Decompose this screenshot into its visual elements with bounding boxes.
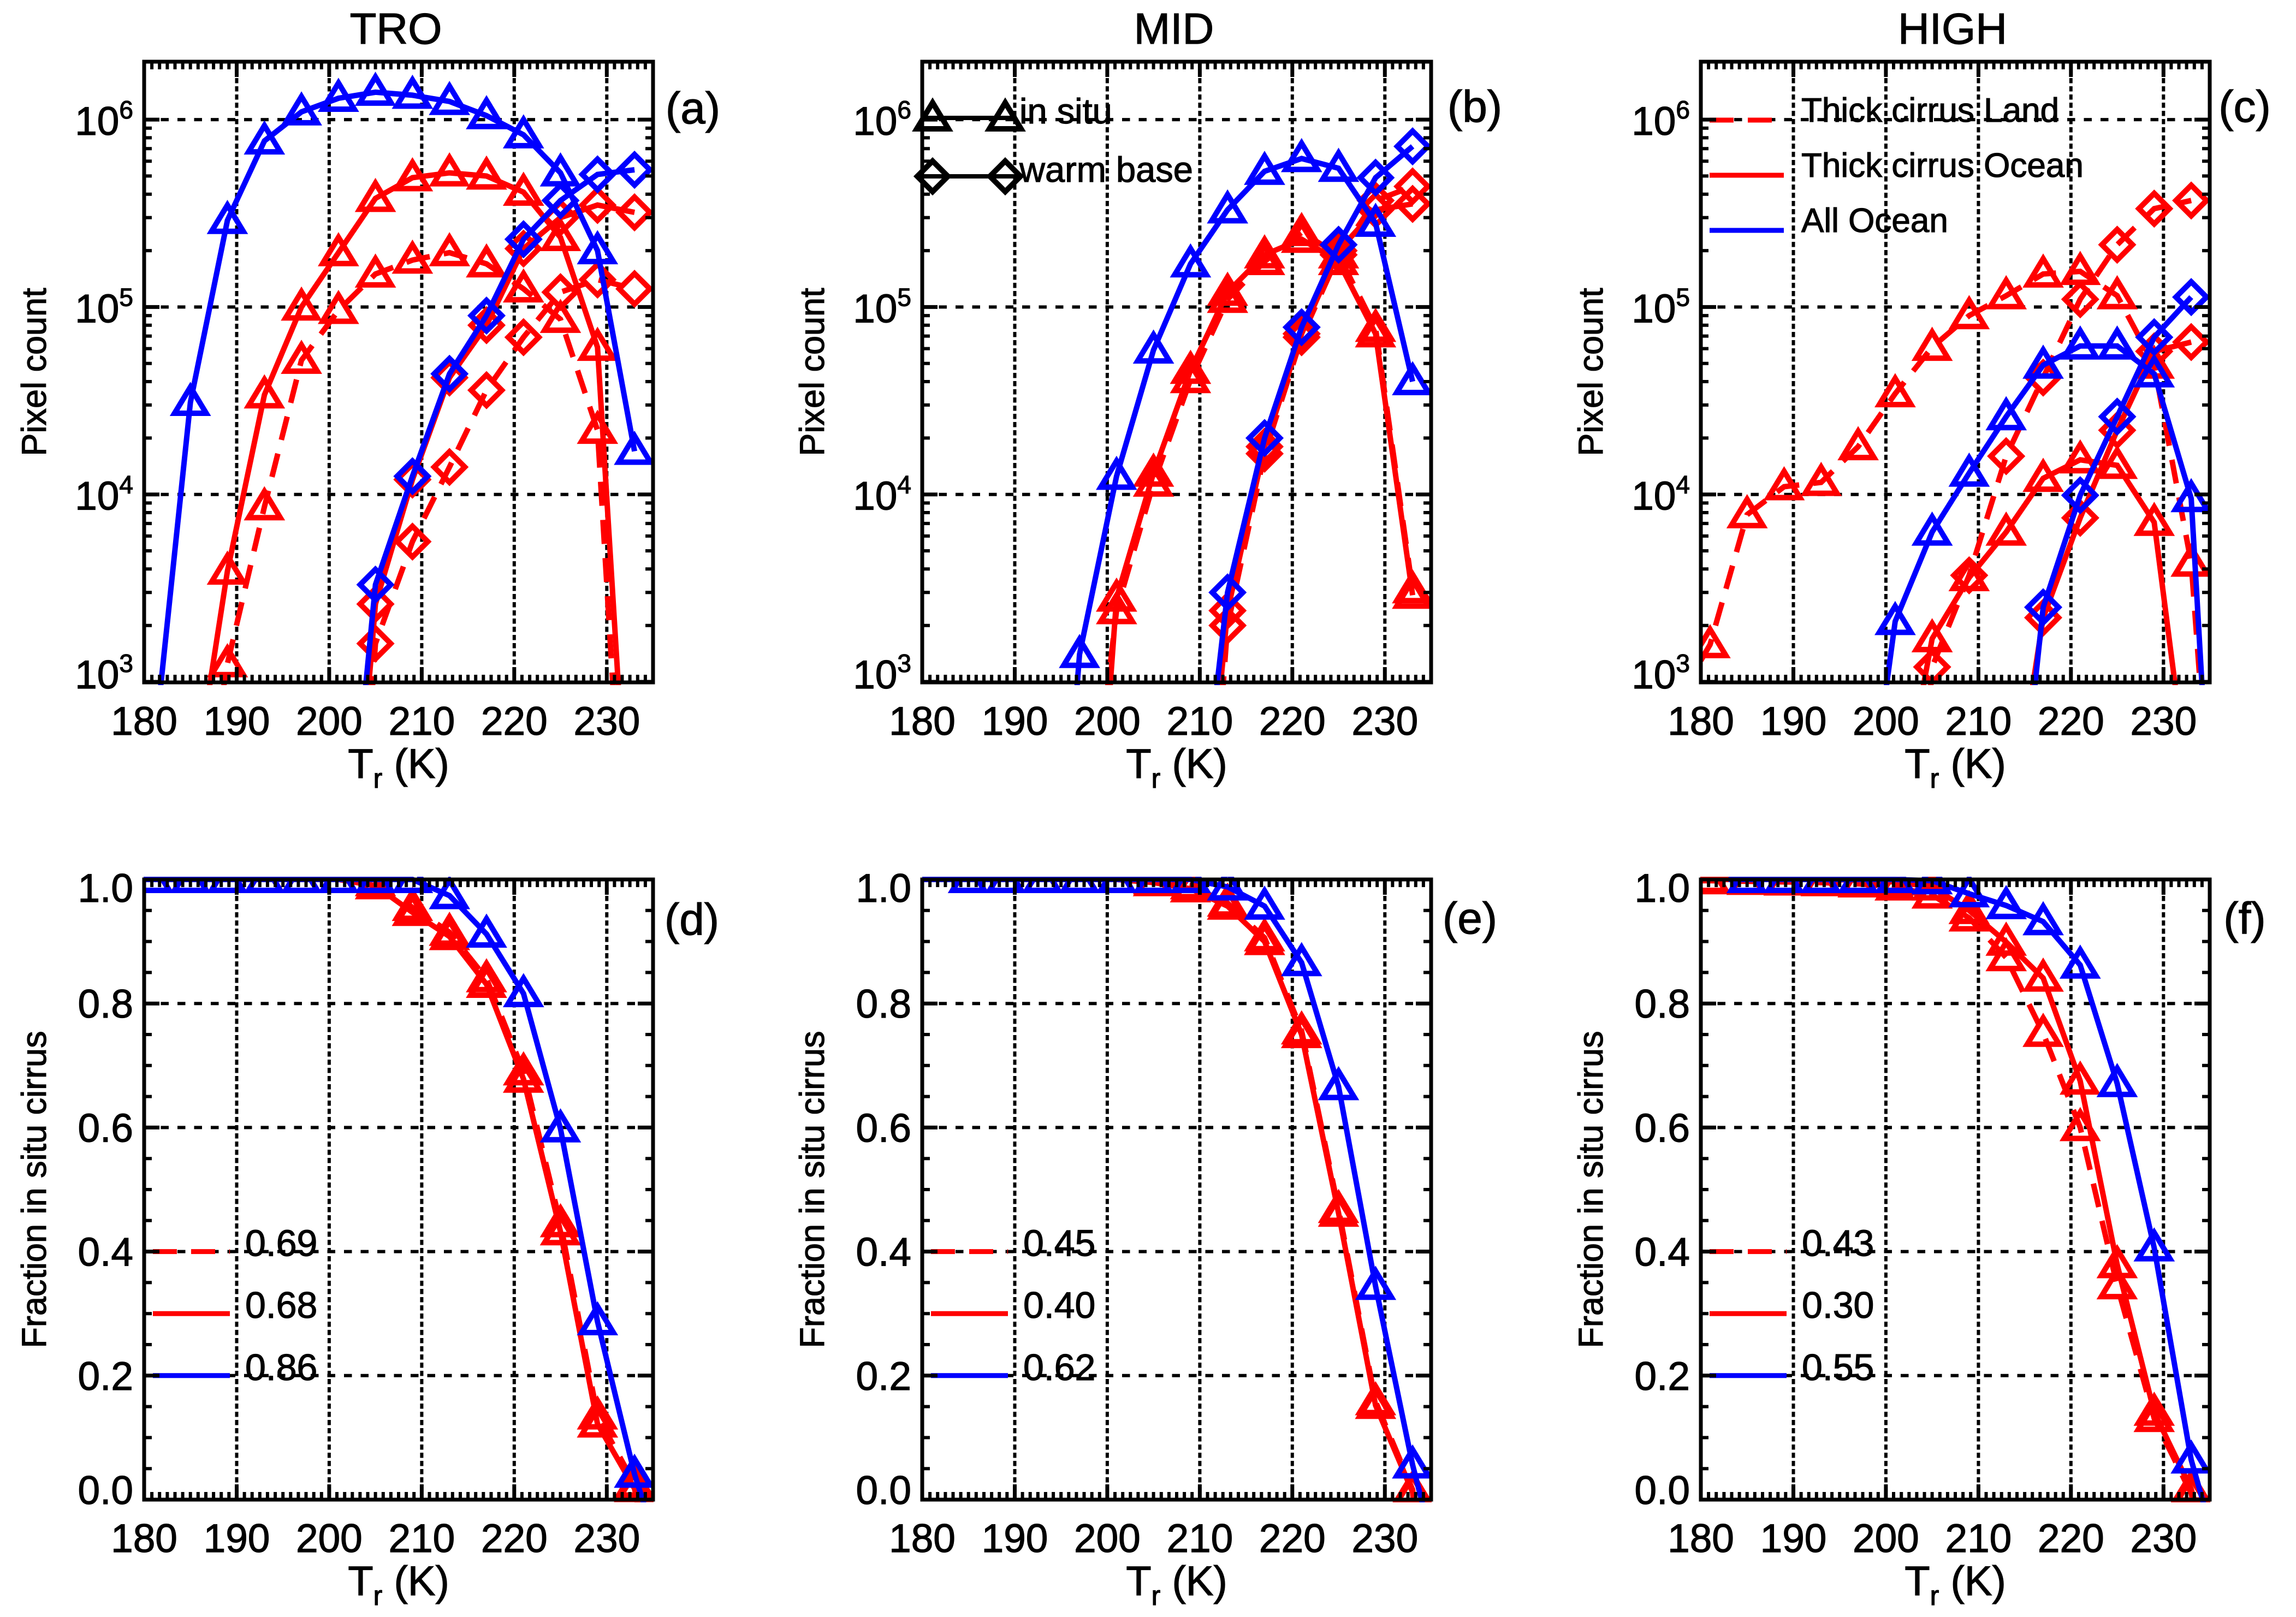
svg-text:0.86: 0.86 xyxy=(245,1347,317,1388)
svg-text:0.30: 0.30 xyxy=(1802,1285,1874,1326)
svg-text:MID: MID xyxy=(1134,4,1214,53)
svg-text:0.2: 0.2 xyxy=(1635,1354,1690,1399)
svg-text:HIGH: HIGH xyxy=(1898,4,2007,53)
svg-text:103: 103 xyxy=(853,649,911,697)
svg-text:220: 220 xyxy=(481,699,548,744)
svg-text:210: 210 xyxy=(388,1517,455,1561)
svg-text:200: 200 xyxy=(1853,1517,1919,1561)
svg-text:180: 180 xyxy=(889,1517,956,1561)
svg-text:0.43: 0.43 xyxy=(1802,1223,1874,1264)
svg-text:220: 220 xyxy=(1259,1517,1326,1561)
svg-text:Thick cirrus Land: Thick cirrus Land xyxy=(1801,92,2059,129)
svg-text:0.69: 0.69 xyxy=(245,1223,317,1264)
svg-text:Thick cirrus Ocean: Thick cirrus Ocean xyxy=(1801,147,2084,185)
svg-text:0.0: 0.0 xyxy=(856,1469,911,1513)
svg-text:0.45: 0.45 xyxy=(1023,1223,1095,1264)
svg-text:TRO: TRO xyxy=(350,4,442,53)
svg-text:200: 200 xyxy=(296,699,363,744)
svg-text:0.4: 0.4 xyxy=(1635,1230,1690,1275)
svg-text:0.6: 0.6 xyxy=(1635,1106,1690,1150)
svg-text:Fraction in situ cirrus: Fraction in situ cirrus xyxy=(15,1031,54,1348)
svg-text:warm base: warm base xyxy=(1019,150,1193,189)
svg-text:0.4: 0.4 xyxy=(78,1230,133,1275)
svg-text:in situ: in situ xyxy=(1019,91,1112,131)
svg-text:220: 220 xyxy=(481,1517,548,1561)
svg-text:200: 200 xyxy=(296,1517,363,1561)
svg-text:0.2: 0.2 xyxy=(78,1354,133,1399)
svg-text:230: 230 xyxy=(2130,1517,2197,1561)
svg-text:230: 230 xyxy=(1351,699,1418,744)
svg-text:200: 200 xyxy=(1853,699,1919,744)
svg-text:105: 105 xyxy=(75,283,133,331)
svg-text:190: 190 xyxy=(204,699,270,744)
svg-text:Fraction in situ cirrus: Fraction in situ cirrus xyxy=(793,1031,832,1348)
svg-text:Tr (K): Tr (K) xyxy=(1126,741,1227,794)
svg-text:180: 180 xyxy=(889,699,956,744)
svg-text:0.40: 0.40 xyxy=(1023,1285,1095,1326)
svg-text:0.8: 0.8 xyxy=(1635,982,1690,1026)
svg-text:210: 210 xyxy=(1945,699,2012,744)
svg-text:104: 104 xyxy=(853,471,911,519)
svg-text:180: 180 xyxy=(1668,1517,1734,1561)
svg-text:0.4: 0.4 xyxy=(856,1230,911,1275)
svg-text:190: 190 xyxy=(1760,699,1827,744)
svg-text:210: 210 xyxy=(1945,1517,2012,1561)
svg-text:Pixel count: Pixel count xyxy=(15,288,54,456)
svg-text:0.2: 0.2 xyxy=(856,1354,911,1399)
svg-text:0.68: 0.68 xyxy=(245,1285,317,1326)
svg-text:230: 230 xyxy=(1351,1517,1418,1561)
svg-text:(a): (a) xyxy=(666,84,720,133)
svg-text:0.6: 0.6 xyxy=(856,1106,911,1150)
svg-text:(b): (b) xyxy=(1447,82,1502,132)
svg-text:180: 180 xyxy=(111,1517,177,1561)
svg-text:0.6: 0.6 xyxy=(78,1106,133,1150)
svg-text:Tr (K): Tr (K) xyxy=(1905,741,2006,794)
svg-text:Tr (K): Tr (K) xyxy=(348,1558,449,1611)
svg-text:190: 190 xyxy=(982,699,1048,744)
svg-text:Tr (K): Tr (K) xyxy=(1905,1558,2006,1611)
svg-text:103: 103 xyxy=(75,649,133,697)
svg-text:104: 104 xyxy=(75,471,133,519)
svg-text:0.55: 0.55 xyxy=(1802,1347,1874,1388)
svg-text:190: 190 xyxy=(1760,1517,1827,1561)
svg-text:220: 220 xyxy=(2038,1517,2104,1561)
svg-text:Pixel count: Pixel count xyxy=(1572,288,1610,456)
svg-text:Tr (K): Tr (K) xyxy=(348,741,449,794)
svg-text:(f): (f) xyxy=(2223,894,2265,943)
svg-text:210: 210 xyxy=(388,699,455,744)
svg-text:230: 230 xyxy=(2130,699,2197,744)
svg-text:0.8: 0.8 xyxy=(856,982,911,1026)
svg-text:230: 230 xyxy=(573,699,640,744)
svg-text:0.0: 0.0 xyxy=(1635,1469,1690,1513)
svg-text:220: 220 xyxy=(2038,699,2104,744)
svg-text:190: 190 xyxy=(204,1517,270,1561)
svg-text:230: 230 xyxy=(573,1517,640,1561)
svg-text:(c): (c) xyxy=(2218,82,2271,132)
svg-text:Fraction in situ cirrus: Fraction in situ cirrus xyxy=(1572,1031,1610,1348)
svg-text:210: 210 xyxy=(1166,699,1233,744)
svg-text:1.0: 1.0 xyxy=(1635,866,1690,911)
svg-text:180: 180 xyxy=(1668,699,1734,744)
svg-text:(d): (d) xyxy=(665,895,719,944)
svg-text:0.8: 0.8 xyxy=(78,982,133,1026)
svg-text:1.0: 1.0 xyxy=(78,866,133,911)
svg-text:210: 210 xyxy=(1166,1517,1233,1561)
svg-text:Pixel count: Pixel count xyxy=(793,288,832,456)
svg-text:0.62: 0.62 xyxy=(1023,1347,1095,1388)
svg-text:190: 190 xyxy=(982,1517,1048,1561)
svg-text:(e): (e) xyxy=(1443,894,1497,943)
svg-text:1.0: 1.0 xyxy=(856,866,911,911)
svg-text:180: 180 xyxy=(111,699,177,744)
svg-text:All Ocean: All Ocean xyxy=(1801,202,1948,240)
svg-text:200: 200 xyxy=(1074,699,1141,744)
svg-text:0.0: 0.0 xyxy=(78,1469,133,1513)
svg-text:220: 220 xyxy=(1259,699,1326,744)
svg-text:105: 105 xyxy=(1631,283,1690,331)
svg-text:Tr (K): Tr (K) xyxy=(1126,1558,1227,1611)
svg-text:200: 200 xyxy=(1074,1517,1141,1561)
